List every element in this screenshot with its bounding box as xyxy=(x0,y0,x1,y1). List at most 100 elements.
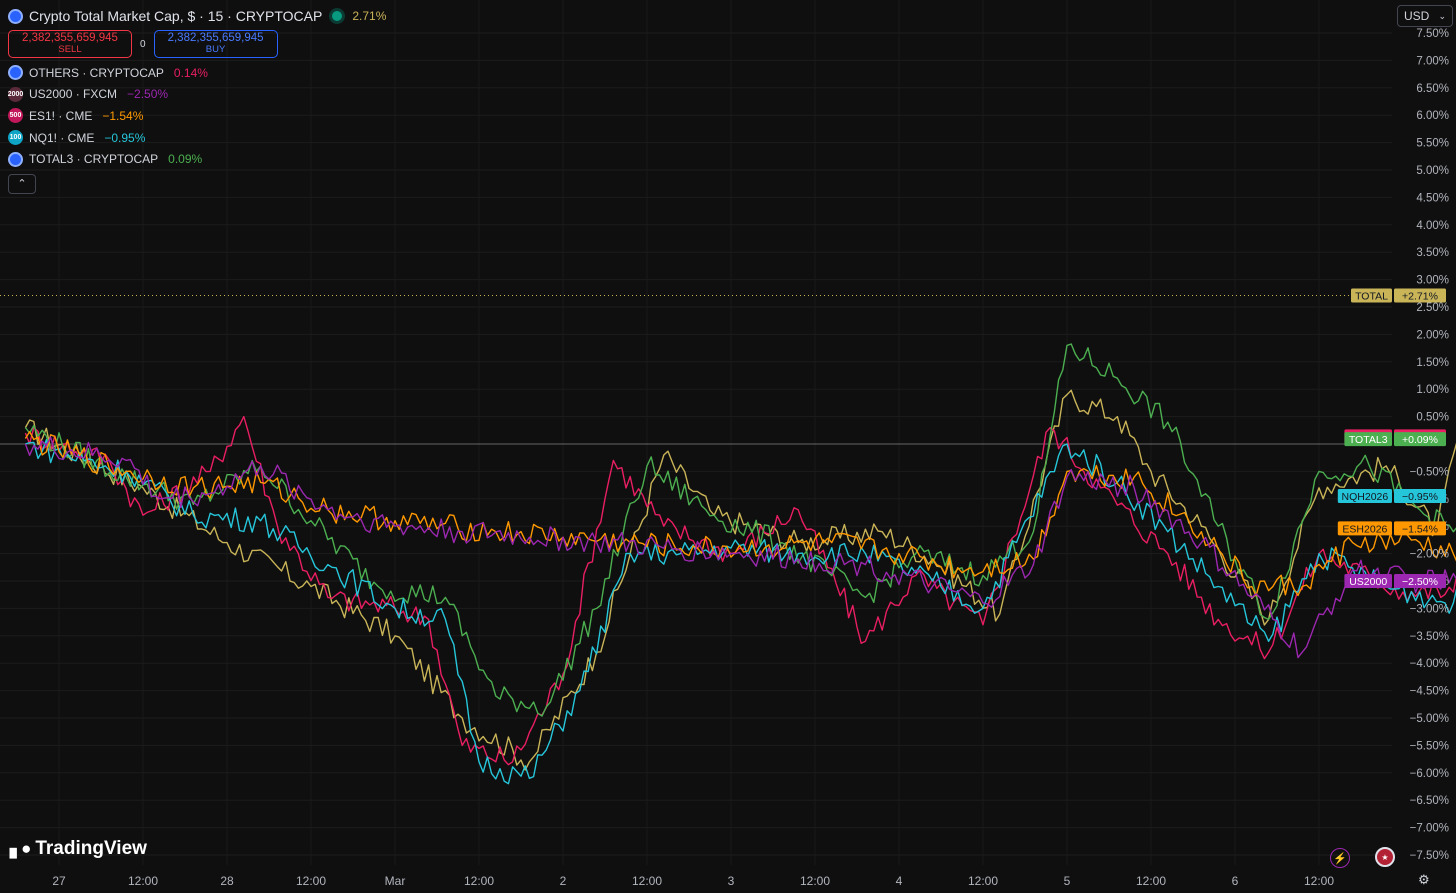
series-line-us2000 xyxy=(24,436,1456,659)
x-tick-label: 6 xyxy=(1232,874,1239,888)
symbol-row[interactable]: 100 NQ1! · CME −0.95% xyxy=(8,127,386,149)
y-tick-label: 7.50% xyxy=(1416,28,1449,40)
x-tick-label: 27 xyxy=(52,874,66,888)
y-tick-label: 7.00% xyxy=(1416,55,1449,67)
x-tick-label: 12:00 xyxy=(464,874,494,888)
x-tick-label: 3 xyxy=(728,874,735,888)
series-value-label: −2.50% xyxy=(1402,576,1438,588)
tradingview-logo[interactable]: ▖● TradingView xyxy=(10,838,147,860)
us2000-icon: 2000 xyxy=(8,86,23,102)
sell-price: 2,382,355,659,945 xyxy=(22,32,118,44)
series-value-badge xyxy=(1394,521,1446,536)
symbol-row[interactable]: TOTAL3 · CRYPTOCAP 0.09% xyxy=(8,148,386,170)
y-tick-label: −5.00% xyxy=(1410,713,1449,725)
series-name-label: US2000 xyxy=(1349,576,1387,588)
sell-button[interactable]: 2,382,355,659,945 SELL xyxy=(8,30,132,58)
y-tick-label: 5.00% xyxy=(1416,165,1449,177)
y-tick-label: −3.00% xyxy=(1410,603,1449,615)
series-name-badge xyxy=(1344,574,1392,588)
lightning-icon[interactable]: ⚡ xyxy=(1330,848,1350,868)
series-name-label: TOTAL3 xyxy=(1349,434,1388,446)
series-line-esh2026 xyxy=(24,431,1456,597)
y-tick-label: −2.00% xyxy=(1410,549,1449,561)
series-value-label: +0.09% xyxy=(1402,434,1438,446)
currency-select[interactable]: USD ⌄ xyxy=(1397,5,1453,27)
series-name-badge xyxy=(1351,288,1392,303)
series-value-label: +2.71% xyxy=(1402,290,1438,302)
x-tick-label: 28 xyxy=(220,874,234,888)
x-tick-label: 12:00 xyxy=(632,874,662,888)
series-value-badge xyxy=(1394,432,1446,447)
y-tick-label: 1.50% xyxy=(1416,357,1449,369)
series-value-badge xyxy=(1394,288,1446,303)
crypto-icon xyxy=(8,8,23,24)
y-tick-label: 3.00% xyxy=(1416,275,1449,287)
chevron-up-icon: ⌃ xyxy=(17,178,27,191)
x-tick-label: 4 xyxy=(896,874,903,888)
series-line-others xyxy=(24,415,1456,766)
series-line-nqh2026 xyxy=(25,439,1456,785)
x-tick-label: 12:00 xyxy=(800,874,830,888)
us-flag-icon[interactable]: ★ xyxy=(1375,847,1395,867)
series-name-badge xyxy=(1344,432,1392,447)
series-value-label: −0.95% xyxy=(1402,491,1438,503)
y-tick-label: 4.50% xyxy=(1416,192,1449,204)
x-tick-label: Mar xyxy=(385,874,406,888)
y-tick-label: 3.50% xyxy=(1416,247,1449,259)
y-tick-label: 2.00% xyxy=(1416,329,1449,341)
symbol-change: −2.50% xyxy=(127,87,169,102)
symbol-name: NQ1! · CME xyxy=(29,130,95,145)
symbol-change: 0.14% xyxy=(173,65,208,80)
x-tick-label: 12:00 xyxy=(968,874,998,888)
main-symbol-row[interactable]: Crypto Total Market Cap, $ · 15 · CRYPTO… xyxy=(8,6,386,26)
nq-icon: 100 xyxy=(8,130,23,146)
tradingview-logo-icon: ▖● xyxy=(10,839,31,858)
symbol-row[interactable]: OTHERS · CRYPTOCAP 0.14% xyxy=(8,62,386,84)
x-tick-label: 2 xyxy=(560,874,567,888)
buy-button[interactable]: 2,382,355,659,945 BUY xyxy=(153,30,278,58)
collapse-legend-button[interactable]: ⌃ xyxy=(8,173,36,194)
symbol-change: −0.95% xyxy=(104,130,146,145)
market-status-icon[interactable] xyxy=(332,11,343,21)
series-name-badge xyxy=(1337,489,1392,504)
y-tick-label: 2.50% xyxy=(1416,302,1449,314)
main-symbol-change: 2.71% xyxy=(352,9,387,23)
main-symbol-title: Crypto Total Market Cap, $ · 15 · CRYPTO… xyxy=(29,8,323,24)
x-tick-label: 12:00 xyxy=(128,874,158,888)
symbol-row[interactable]: 500 ES1! · CME −1.54% xyxy=(8,105,386,127)
symbol-row[interactable]: 2000 US2000 · FXCM −2.50% xyxy=(8,84,386,106)
crypto-icon xyxy=(8,65,23,81)
symbol-change: −1.54% xyxy=(102,108,144,123)
symbol-name: US2000 · FXCM xyxy=(29,87,118,102)
x-tick-label: 12:00 xyxy=(296,874,326,888)
y-tick-label: −5.50% xyxy=(1410,740,1449,752)
y-tick-label: 1.00% xyxy=(1416,384,1449,396)
symbol-name: TOTAL3 · CRYPTOCAP xyxy=(29,152,159,167)
series-line-total3 xyxy=(24,343,1456,717)
chevron-down-icon: ⌄ xyxy=(1438,10,1446,21)
buy-price: 2,382,355,659,945 xyxy=(167,32,264,44)
series-lines xyxy=(24,343,1456,785)
y-tick-label: −4.00% xyxy=(1410,658,1449,670)
zero-baseline xyxy=(0,294,1392,445)
y-tick-label: 6.50% xyxy=(1416,83,1449,95)
chart-legend: Crypto Total Market Cap, $ · 15 · CRYPTO… xyxy=(8,6,386,194)
series-value-badge xyxy=(1394,489,1446,504)
symbol-change: 0.09% xyxy=(168,152,203,167)
buy-label: BUY xyxy=(205,44,226,55)
series-value-badge xyxy=(1394,574,1446,588)
y-tick-label: 0.50% xyxy=(1416,412,1449,424)
currency-label: USD xyxy=(1404,9,1430,23)
x-tick-label: 12:00 xyxy=(1304,874,1334,888)
compare-symbol-list: OTHERS · CRYPTOCAP 0.14% 2000 US2000 · FXCM… xyxy=(8,62,386,170)
symbol-name: ES1! · CME xyxy=(29,108,93,123)
last-value-badges: TOTAL+2.71%OTHERS+0.14%TOTAL3+0.09%NQH20… xyxy=(1337,288,1446,588)
x-axis: 27 12:00 28 12:00 Mar 12:00 2 12:00 3 12:00 4 12:00… xyxy=(52,874,1334,888)
y-tick-label: −6.50% xyxy=(1410,795,1449,807)
y-tick-label: −7.50% xyxy=(1410,850,1449,862)
crypto-icon xyxy=(8,151,23,167)
settings-gear-icon[interactable]: ⚙ xyxy=(1418,872,1430,887)
series-name-label: ESH2026 xyxy=(1342,523,1387,535)
y-tick-label: −0.50% xyxy=(1410,466,1449,478)
